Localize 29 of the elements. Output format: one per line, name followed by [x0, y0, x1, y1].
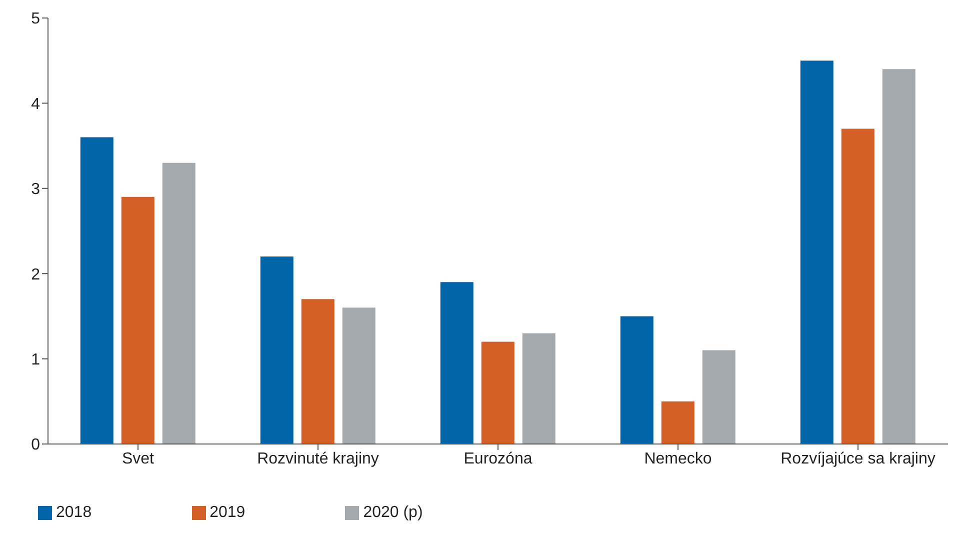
x-tick-label: Nemecko [644, 450, 712, 468]
bar [481, 342, 514, 444]
bar [121, 196, 154, 444]
legend-label: 2018 [56, 504, 92, 521]
y-tick-label: 2 [31, 266, 40, 284]
bar [440, 282, 474, 444]
x-tick-label: Eurozóna [464, 450, 532, 468]
bar [702, 350, 736, 444]
y-tick-label: 1 [31, 351, 40, 368]
bar [841, 128, 874, 444]
x-tick-label: Svet [122, 450, 155, 468]
bar [522, 333, 556, 444]
y-tick-label: 5 [31, 10, 40, 28]
y-tick-label: 4 [31, 96, 40, 113]
x-tick-label: Rozvíjajúce sa krajiny [780, 450, 936, 468]
bar [80, 137, 114, 444]
legend-label: 2020 (p) [363, 504, 423, 521]
legend-label: 2019 [210, 504, 246, 521]
y-tick-label: 0 [31, 436, 40, 454]
y-tick-label: 3 [31, 181, 40, 198]
bar [661, 401, 694, 444]
bar [620, 316, 654, 444]
bar [162, 162, 196, 444]
bar [260, 256, 294, 444]
bar [800, 60, 834, 444]
bar [301, 299, 334, 444]
x-tick-label: Rozvinuté krajiny [257, 450, 379, 468]
bar [882, 69, 916, 444]
bar [342, 308, 376, 444]
